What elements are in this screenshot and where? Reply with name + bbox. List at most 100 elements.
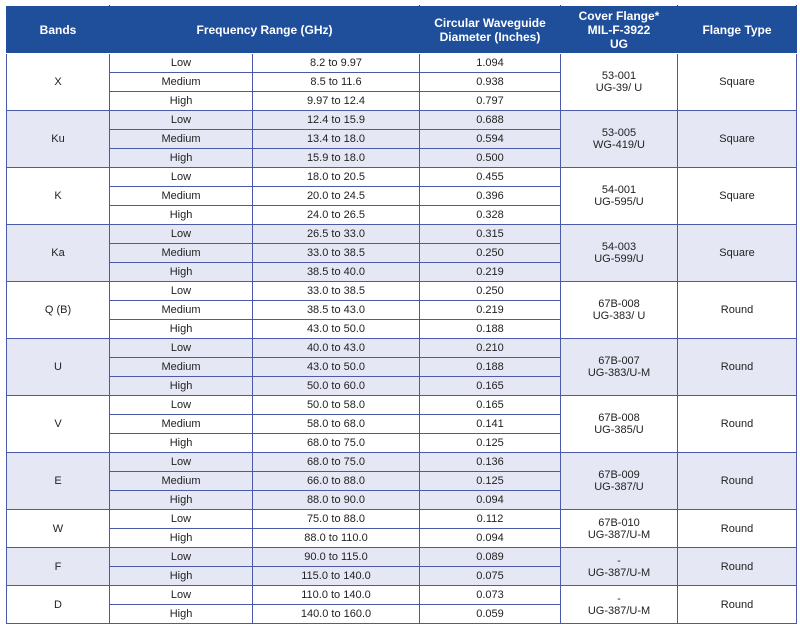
header-flange-line2: MIL-F-3922 <box>587 22 651 37</box>
flange-type-cell: Square <box>677 53 797 111</box>
level-cell: Low <box>109 224 253 244</box>
diameter-cell: 0.089 <box>419 547 561 567</box>
diameter-cell: 0.315 <box>419 224 561 244</box>
frequency-cell: 90.0 to 115.0 <box>252 547 420 567</box>
table-row: F Low 90.0 to 115.0 0.089- UG-387/U-M Round <box>6 547 797 586</box>
level-cell: Low <box>109 281 253 301</box>
diameter-cell: 0.112 <box>419 509 561 529</box>
diameter-cell: 0.688 <box>419 110 561 130</box>
frequency-cell: 75.0 to 88.0 <box>252 509 420 529</box>
diameter-cell: 0.165 <box>419 395 561 415</box>
level-cell: High <box>109 205 253 225</box>
level-cell: Low <box>109 547 253 567</box>
band-cell: D <box>6 585 110 624</box>
frequency-cell: 38.5 to 43.0 <box>252 300 420 320</box>
diameter-cell: 0.594 <box>419 129 561 149</box>
flange-mil-code: 67B-007 <box>598 355 640 367</box>
diameter-cell: 0.328 <box>419 205 561 225</box>
diameter-cell: 0.219 <box>419 300 561 320</box>
waveguide-table: Bands Frequency Range (GHz) Circular Wav… <box>6 5 797 624</box>
table-row: High 88.0 to 110.0 0.094 <box>7 528 797 548</box>
frequency-cell: 58.0 to 68.0 <box>252 414 420 434</box>
level-cell: High <box>109 376 253 396</box>
flange-ug-code: UG-387/U-M <box>587 566 651 579</box>
table-row: High 15.9 to 18.0 0.500 <box>7 148 797 168</box>
cover-flange-cell: 67B-008 UG-385/U <box>560 395 678 453</box>
band-cell: U <box>6 338 110 396</box>
flange-type-cell: Round <box>677 395 797 453</box>
flange-mil-code: - <box>617 592 621 605</box>
table-row: U Low 40.0 to 43.0 0.210 67B-007 UG-383/U-M Ro… <box>6 338 797 396</box>
band-cell: E <box>6 452 110 510</box>
level-cell: High <box>109 148 253 168</box>
table-row: Q (B) Low 33.0 to 38.5 0.250 67B-008 UG-383/ … <box>6 281 797 339</box>
diameter-cell: 0.250 <box>419 281 561 301</box>
diameter-cell: 0.210 <box>419 338 561 358</box>
frequency-cell: 115.0 to 140.0 <box>252 566 420 586</box>
frequency-cell: 24.0 to 26.5 <box>252 205 420 225</box>
flange-type-cell: Square <box>677 167 797 225</box>
table-row: Ku Low 12.4 to 15.9 0.688 53-005 WG-419/U Squa… <box>6 110 797 168</box>
flange-ug-code: UG-383/ U <box>592 310 646 322</box>
frequency-cell: 88.0 to 110.0 <box>252 528 420 548</box>
level-cell: High <box>109 566 253 586</box>
table-row: K Low 18.0 to 20.5 0.455 54-001 UG-595/U Squar… <box>6 167 797 225</box>
table-row: High 9.97 to 12.4 0.797 <box>7 91 797 111</box>
frequency-cell: 33.0 to 38.5 <box>252 243 420 263</box>
table-row: Medium 20.0 to 24.5 0.396 <box>7 186 797 206</box>
level-cell: Medium <box>109 357 253 377</box>
diameter-cell: 1.094 <box>419 53 561 73</box>
cover-flange-cell: 67B-010 UG-387/U-M <box>560 509 678 548</box>
frequency-cell: 13.4 to 18.0 <box>252 129 420 149</box>
level-cell: High <box>109 528 253 548</box>
cover-flange-cell: - UG-387/U-M <box>560 547 678 586</box>
diameter-cell: 0.500 <box>419 148 561 168</box>
flange-mil-code: 67B-008 <box>598 412 640 424</box>
flange-mil-code: 67B-010 <box>598 516 640 529</box>
cover-flange-cell: 54-001 UG-595/U <box>560 167 678 225</box>
level-cell: Medium <box>109 129 253 149</box>
flange-mil-code: 53-005 <box>601 127 637 139</box>
level-cell: High <box>109 490 253 510</box>
table-row: Medium 66.0 to 88.0 0.125 <box>7 471 797 491</box>
frequency-cell: 38.5 to 40.0 <box>252 262 420 282</box>
cover-flange-cell: 53-001 UG-39/ U <box>560 53 678 111</box>
flange-mil-code: - <box>617 554 621 567</box>
level-cell: Medium <box>109 414 253 434</box>
table-row: D Low 110.0 to 140.0 0.073- UG-387/U-M Round <box>6 585 797 624</box>
level-cell: Low <box>109 110 253 130</box>
diameter-cell: 0.219 <box>419 262 561 282</box>
band-cell: Ka <box>6 224 110 282</box>
flange-mil-code: 54-001 <box>601 184 637 196</box>
frequency-cell: 33.0 to 38.5 <box>252 281 420 301</box>
header-diameter-line1: Circular Waveguide <box>434 15 546 30</box>
table-row: Medium 33.0 to 38.5 0.250 <box>7 243 797 263</box>
table-row: High 43.0 to 50.0 0.188 <box>7 319 797 339</box>
frequency-cell: 8.5 to 11.6 <box>252 72 420 92</box>
flange-ug-code: UG-387/U-M <box>587 528 651 541</box>
flange-mil-code: 53-001 <box>601 70 637 82</box>
header-cover-flange: Cover Flange* MIL-F-3922 UG <box>560 5 678 54</box>
level-cell: High <box>109 319 253 339</box>
flange-ug-code: UG-387/U-M <box>587 604 651 617</box>
cover-flange-cell: 67B-007 UG-383/U-M <box>560 338 678 396</box>
frequency-cell: 140.0 to 160.0 <box>252 604 420 624</box>
cover-flange-cell: 53-005 WG-419/U <box>560 110 678 168</box>
table-row: High 50.0 to 60.0 0.165 <box>7 376 797 396</box>
flange-mil-code: 67B-008 <box>598 298 640 310</box>
frequency-cell: 88.0 to 90.0 <box>252 490 420 510</box>
frequency-cell: 66.0 to 88.0 <box>252 471 420 491</box>
band-cell: Q (B) <box>6 281 110 339</box>
flange-ug-code: UG-39/ U <box>595 82 643 94</box>
header-diameter: Circular Waveguide Diameter (Inches) <box>419 5 561 54</box>
diameter-cell: 0.125 <box>419 433 561 453</box>
header-diameter-line2: Diameter (Inches) <box>439 29 541 44</box>
diameter-cell: 0.396 <box>419 186 561 206</box>
level-cell: Low <box>109 338 253 358</box>
diameter-cell: 0.136 <box>419 452 561 472</box>
flange-ug-code: UG-595/U <box>594 196 644 208</box>
table-row: V Low 50.0 to 58.0 0.165 67B-008 UG-385/U Roun… <box>6 395 797 453</box>
flange-ug-code: WG-419/U <box>593 139 645 151</box>
flange-type-cell: Round <box>677 509 797 548</box>
diameter-cell: 0.250 <box>419 243 561 263</box>
